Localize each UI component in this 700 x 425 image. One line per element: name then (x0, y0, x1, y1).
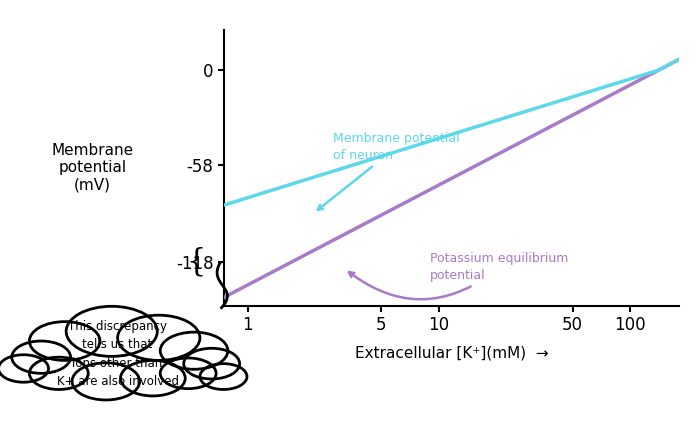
Circle shape (29, 322, 100, 360)
Circle shape (118, 315, 200, 360)
Text: This discrepancy
tells us that
ions other than
K+ are also involved: This discrepancy tells us that ions othe… (57, 320, 178, 388)
Text: Potassium equilibrium
potential: Potassium equilibrium potential (349, 252, 568, 299)
Circle shape (160, 358, 216, 388)
Circle shape (12, 341, 71, 373)
Circle shape (72, 363, 139, 400)
Circle shape (66, 306, 158, 356)
Circle shape (200, 364, 247, 389)
Circle shape (29, 357, 88, 389)
Y-axis label: Membrane
potential
(mV): Membrane potential (mV) (52, 143, 134, 193)
Text: {: { (186, 246, 206, 278)
Circle shape (120, 360, 186, 396)
Text: Membrane potential
of neuron: Membrane potential of neuron (318, 132, 460, 210)
Circle shape (183, 348, 239, 379)
Circle shape (160, 332, 228, 369)
Circle shape (0, 355, 48, 382)
X-axis label: Extracellular [K⁺](mM)  →: Extracellular [K⁺](mM) → (355, 346, 548, 360)
